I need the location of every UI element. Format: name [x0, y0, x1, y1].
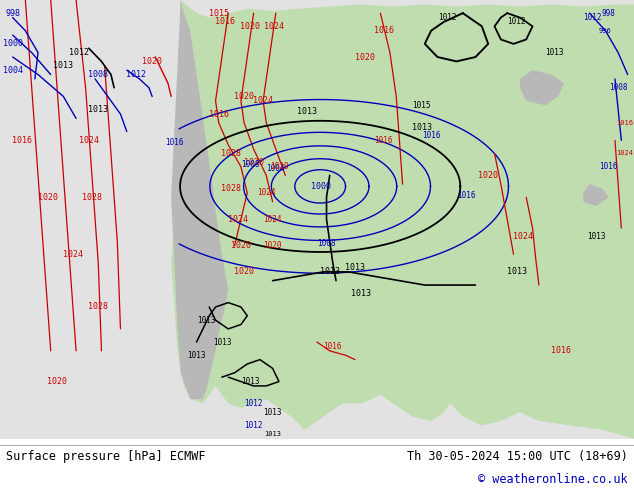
Text: 1008: 1008 [609, 83, 628, 92]
Text: 1028: 1028 [88, 302, 108, 312]
Text: 1016: 1016 [551, 346, 571, 355]
Text: 1024: 1024 [257, 189, 276, 197]
Text: 1008: 1008 [317, 239, 336, 248]
Text: 1013: 1013 [264, 431, 281, 437]
Text: 1013: 1013 [241, 377, 260, 386]
Text: 1012: 1012 [244, 399, 263, 408]
Text: 1028: 1028 [221, 184, 242, 193]
Text: 1012: 1012 [507, 18, 526, 26]
Text: 1013: 1013 [411, 122, 432, 132]
Text: 996: 996 [599, 28, 612, 34]
Text: 1016: 1016 [209, 110, 229, 119]
Text: © weatheronline.co.uk: © weatheronline.co.uk [478, 473, 628, 486]
Polygon shape [171, 0, 228, 399]
Polygon shape [171, 0, 634, 439]
Text: 1016: 1016 [422, 131, 441, 141]
Text: 1016: 1016 [456, 191, 476, 199]
Text: 1020: 1020 [47, 377, 67, 386]
Text: 1013: 1013 [507, 268, 527, 276]
Text: 1016: 1016 [599, 162, 618, 171]
Text: 1013: 1013 [187, 351, 206, 360]
Text: 1008: 1008 [241, 160, 260, 169]
Text: 1016: 1016 [165, 138, 184, 147]
Text: 1024: 1024 [513, 232, 533, 241]
Text: Surface pressure [hPa] ECMWF: Surface pressure [hPa] ECMWF [6, 450, 206, 463]
Text: 1020: 1020 [269, 162, 288, 171]
Text: 1016: 1016 [215, 18, 235, 26]
Text: 1013: 1013 [320, 268, 340, 276]
Text: 1000: 1000 [311, 182, 331, 191]
Text: 1016: 1016 [12, 136, 32, 145]
Text: 1020: 1020 [234, 92, 254, 101]
Text: 1013: 1013 [297, 107, 318, 116]
Text: 1020: 1020 [243, 158, 264, 167]
Text: 1024: 1024 [253, 97, 273, 105]
Text: 1016: 1016 [616, 120, 633, 126]
Text: 1015: 1015 [412, 101, 431, 110]
Text: 1013: 1013 [53, 61, 74, 70]
Text: 1013: 1013 [351, 289, 372, 298]
Text: 1012: 1012 [126, 70, 146, 79]
Text: 1013: 1013 [212, 338, 231, 346]
Text: 1024: 1024 [79, 136, 99, 145]
Text: 1012: 1012 [437, 13, 456, 22]
Text: 1020: 1020 [478, 171, 498, 180]
Text: 1016: 1016 [323, 342, 342, 351]
Text: 1020: 1020 [354, 52, 375, 62]
Text: 1012: 1012 [69, 48, 89, 57]
Text: 1008: 1008 [88, 70, 108, 79]
Polygon shape [520, 70, 564, 105]
Text: 1024: 1024 [228, 215, 248, 224]
Text: 998: 998 [602, 9, 616, 18]
Text: 1020: 1020 [234, 268, 254, 276]
Text: 1013: 1013 [88, 105, 108, 114]
Text: 1024: 1024 [264, 22, 284, 31]
Text: Th 30-05-2024 15:00 UTC (18+69): Th 30-05-2024 15:00 UTC (18+69) [407, 450, 628, 463]
Text: 1004: 1004 [266, 164, 285, 173]
Text: 1016: 1016 [374, 136, 393, 145]
Text: 998: 998 [5, 9, 20, 18]
Text: 1024: 1024 [263, 215, 282, 224]
Text: 1020: 1020 [37, 193, 58, 202]
Text: 1000: 1000 [3, 39, 23, 49]
Text: 1013: 1013 [263, 408, 282, 416]
Text: 1013: 1013 [345, 263, 365, 272]
Text: 1020: 1020 [231, 241, 251, 250]
Text: 1004: 1004 [3, 66, 23, 74]
Text: 1024: 1024 [616, 150, 633, 156]
Text: 1028: 1028 [82, 193, 102, 202]
Text: 1024: 1024 [63, 250, 83, 259]
Text: 1012: 1012 [583, 13, 602, 22]
Text: 1028: 1028 [221, 149, 242, 158]
Text: 1020: 1020 [142, 57, 162, 66]
Text: 1015: 1015 [209, 9, 229, 18]
Text: 1012: 1012 [244, 421, 263, 430]
Text: 1020: 1020 [240, 22, 261, 31]
Text: 1016: 1016 [373, 26, 394, 35]
Polygon shape [583, 184, 609, 206]
Text: 1013: 1013 [586, 232, 605, 241]
Text: 1013: 1013 [545, 48, 564, 57]
Text: 1013: 1013 [197, 316, 216, 325]
Text: 1020: 1020 [263, 241, 282, 250]
